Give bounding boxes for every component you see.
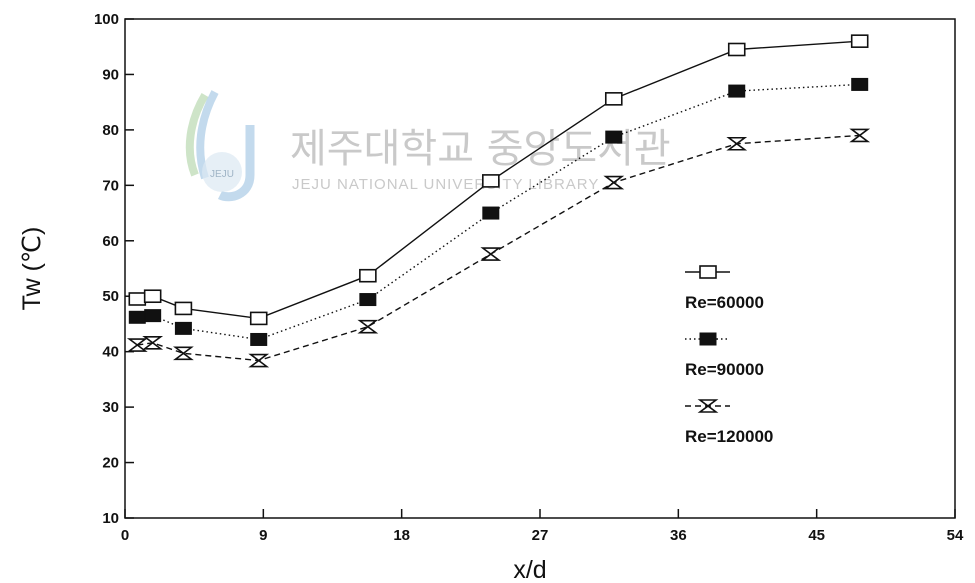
series-layer	[126, 34, 871, 368]
legend-item-3: Re=120000	[685, 399, 773, 446]
data-point	[174, 301, 193, 316]
x-tick-label: 36	[670, 527, 687, 544]
data-point	[250, 332, 268, 346]
legend-label: Re=90000	[685, 360, 764, 379]
data-point	[482, 206, 500, 220]
legend-label: Re=60000	[685, 293, 764, 312]
data-point	[728, 84, 746, 98]
data-point	[142, 335, 164, 350]
y-tick-label: 100	[94, 11, 119, 28]
data-point	[249, 311, 268, 326]
data-point	[248, 353, 270, 368]
y-axis-label: Tw (℃)	[18, 227, 46, 311]
x-axis-label: x/d	[513, 556, 546, 583]
data-point	[357, 319, 379, 334]
legend-item-1: Re=60000	[685, 265, 764, 312]
y-tick-label: 90	[102, 66, 119, 83]
data-point	[699, 332, 717, 346]
data-point	[697, 399, 719, 413]
watermark-logo-text: JEJU	[210, 169, 234, 180]
data-point	[144, 309, 162, 323]
legend-item-2: Re=90000	[685, 332, 764, 379]
data-point	[126, 338, 148, 352]
watermark: JEJU 제주대학교 중앙도서관 JEJU NATIONAL UNIVERSIT…	[185, 90, 671, 202]
x-tick-label: 27	[532, 527, 549, 544]
watermark-english: JEJU NATIONAL UNIVERSITY LIBRARY	[292, 176, 599, 193]
x-tick-label: 9	[259, 527, 267, 544]
data-point	[605, 130, 623, 144]
series-1	[128, 34, 869, 326]
data-point	[174, 321, 192, 335]
data-point	[850, 34, 869, 48]
data-point	[604, 92, 623, 106]
data-point	[699, 265, 717, 279]
x-axis: 0 9 18 27 36 45 54	[121, 509, 964, 544]
plot-area-frame	[124, 18, 956, 519]
data-point	[603, 175, 625, 190]
y-tick-label: 40	[102, 344, 119, 361]
watermark-logo: JEJU	[185, 90, 255, 202]
y-tick-label: 20	[102, 455, 119, 472]
legend-label: Re=120000	[685, 427, 773, 446]
data-point	[359, 268, 377, 283]
data-point	[173, 346, 194, 361]
y-tick-label: 70	[102, 177, 119, 194]
data-point	[727, 42, 746, 57]
y-tick-label: 50	[102, 288, 119, 305]
data-point	[359, 293, 377, 307]
data-point	[128, 292, 147, 306]
y-tick-label: 60	[102, 233, 119, 250]
y-tick-label: 80	[102, 122, 119, 139]
data-point	[851, 77, 869, 91]
y-tick-label: 30	[102, 399, 119, 416]
data-point	[143, 289, 162, 304]
y-tick-label: 10	[102, 510, 119, 527]
data-point	[726, 136, 748, 151]
x-tick-label: 0	[121, 527, 129, 544]
y-axis: 10 20 30 40 50 60 70 80 90 100	[94, 11, 134, 527]
legend: Re=60000 Re=90000 Re=120000	[685, 265, 773, 446]
data-point	[849, 128, 871, 143]
data-point	[480, 247, 502, 261]
data-point	[128, 310, 146, 324]
x-tick-label: 54	[947, 527, 964, 544]
series-2	[128, 77, 869, 346]
series-3	[126, 128, 871, 368]
x-tick-label: 18	[393, 527, 410, 544]
data-point	[482, 174, 500, 188]
x-tick-label: 45	[808, 527, 825, 544]
